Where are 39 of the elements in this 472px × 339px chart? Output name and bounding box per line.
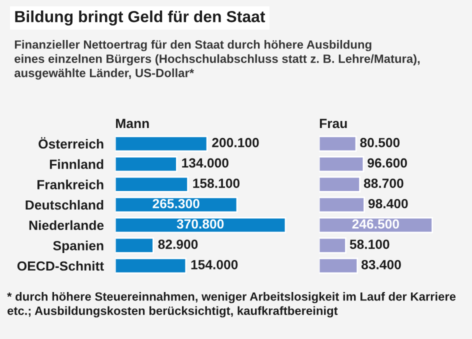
bar: [115, 156, 178, 172]
bar: [319, 156, 364, 172]
y-tick-label: OECD-Schnitt: [17, 260, 104, 271]
data-label: 265.300: [152, 198, 200, 208]
y-tick-label: Österreich: [38, 137, 104, 149]
y-tick-label: Deutschland: [26, 200, 104, 210]
text: Finanzieller Nettoertrag für den Staat durch höhere Ausbildung eines einzelnen Bürgers (Hochschulabschluss statt z. B. Lehre/Matura), ausgewählte Länder, US-Dollar*: [14, 40, 420, 80]
y-tick-label: Spanien: [53, 240, 104, 253]
data-label: 246.500: [352, 219, 399, 229]
data-label: 98.400: [368, 198, 408, 208]
bar: [115, 258, 187, 274]
data-label: 88.700: [364, 178, 404, 188]
data-label: 200.100: [212, 138, 259, 148]
data-label: 154.000: [191, 260, 238, 270]
bar: [319, 237, 346, 254]
bar: [115, 237, 154, 254]
bar: [115, 176, 188, 192]
y-tick-label: Niederlande: [29, 220, 104, 230]
bar: [115, 136, 208, 152]
data-label: 134.000: [182, 158, 228, 168]
data-label: 370.800: [176, 219, 224, 229]
bar: [319, 176, 361, 192]
y-tick-label: Finnland: [50, 159, 104, 169]
data-label: 83.400: [362, 260, 401, 270]
y-tick-label: Frankreich: [37, 180, 104, 190]
data-label: 82.900: [158, 240, 198, 249]
bar: [115, 217, 286, 234]
text: * durch höhere Steuereinnahmen, weniger Arbeitslosigkeit im Lauf der Karriere etc.; Ausbildungskosten berücksichtigt, kaufkraftbereinigt: [7, 292, 456, 318]
bar: [319, 258, 358, 274]
chart-title: Frau: [320, 118, 347, 128]
text: Bildung bringt Geld für den Staat: [15, 10, 266, 26]
bar: [319, 196, 365, 213]
data-label: 80.500: [360, 138, 400, 148]
data-label: 158.100: [193, 178, 240, 188]
data-label: 58.100: [350, 240, 390, 249]
bar: [115, 196, 238, 213]
data-label: 96.600: [368, 158, 407, 168]
bar: [319, 136, 357, 152]
chart-title: Mann: [116, 118, 149, 128]
